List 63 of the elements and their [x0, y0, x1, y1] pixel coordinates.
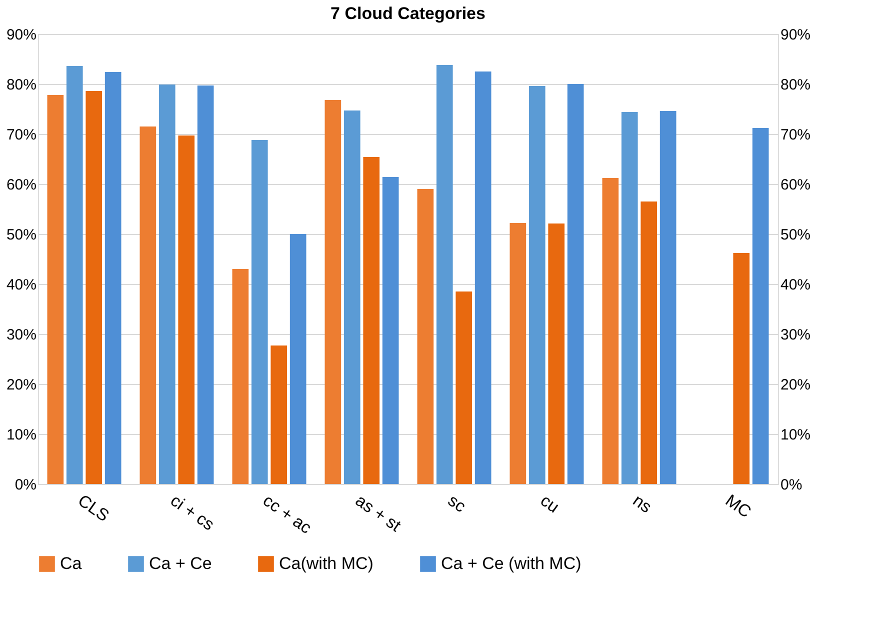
y-tick-label: 10% — [6, 426, 36, 444]
legend-label: Ca + Ce (with MC) — [441, 554, 582, 573]
bar — [417, 189, 434, 484]
y2-tick-label: 20% — [780, 376, 811, 394]
bar — [344, 110, 360, 484]
y-tick-label: 60% — [6, 176, 36, 194]
y2-tick-label: 70% — [780, 126, 811, 144]
x-tick-label: MC — [722, 490, 755, 522]
y2-tick-label: 80% — [780, 76, 811, 94]
bar — [436, 65, 453, 484]
y2-tick-label: 90% — [780, 26, 811, 44]
bar — [733, 253, 750, 484]
y2-tick-label: 40% — [780, 276, 811, 294]
bar — [47, 95, 64, 484]
bar — [232, 269, 249, 484]
bar — [474, 72, 492, 484]
y-tick-label: 70% — [6, 126, 36, 144]
bar — [86, 91, 102, 484]
x-tick-label: ci + cs — [167, 490, 218, 534]
y2-tick-label: 10% — [780, 426, 811, 444]
y2-tick-label: 50% — [780, 226, 811, 244]
legend-label: Ca — [60, 554, 82, 573]
x-tick-label: sc — [444, 490, 470, 516]
bar — [602, 178, 619, 484]
x-tick-label: cu — [537, 490, 563, 517]
chart-title: 7 Cloud Categories — [330, 4, 486, 23]
bar — [567, 84, 584, 484]
x-tick-label: as + st — [352, 490, 405, 536]
y-tick-label: 40% — [6, 276, 36, 294]
y-tick-label: 30% — [6, 326, 36, 344]
y-tick-label: 50% — [6, 226, 36, 244]
bar — [290, 234, 306, 484]
y-tick-label: 20% — [6, 376, 36, 394]
bar — [752, 128, 769, 484]
bar — [197, 86, 214, 484]
x-tick-label: CLS — [74, 490, 112, 526]
bar — [251, 140, 268, 484]
bar — [660, 111, 676, 484]
legend-label: Ca(with MC) — [279, 554, 374, 573]
bar — [178, 136, 195, 484]
bar — [140, 126, 156, 484]
y2-tick-label: 30% — [780, 326, 811, 344]
bar — [270, 346, 288, 484]
x-tick-label: ns — [630, 490, 656, 517]
bar — [104, 72, 122, 484]
legend-label: Ca + Ce — [149, 554, 212, 573]
bar — [158, 84, 176, 484]
bar — [382, 177, 399, 484]
bar — [456, 292, 472, 484]
bar — [621, 112, 638, 484]
bar — [324, 100, 342, 484]
y2-tick-label: 60% — [780, 176, 811, 194]
x-tick-label: cc + ac — [260, 490, 316, 538]
y-tick-label: 80% — [6, 76, 36, 94]
y-tick-label: 0% — [14, 476, 36, 494]
bar — [548, 224, 565, 484]
bar — [363, 157, 380, 484]
y-tick-label: 90% — [6, 26, 36, 44]
bar — [66, 66, 83, 484]
bar — [510, 223, 526, 484]
bar — [640, 202, 658, 484]
bar — [528, 86, 546, 484]
y2-tick-label: 0% — [780, 476, 802, 494]
